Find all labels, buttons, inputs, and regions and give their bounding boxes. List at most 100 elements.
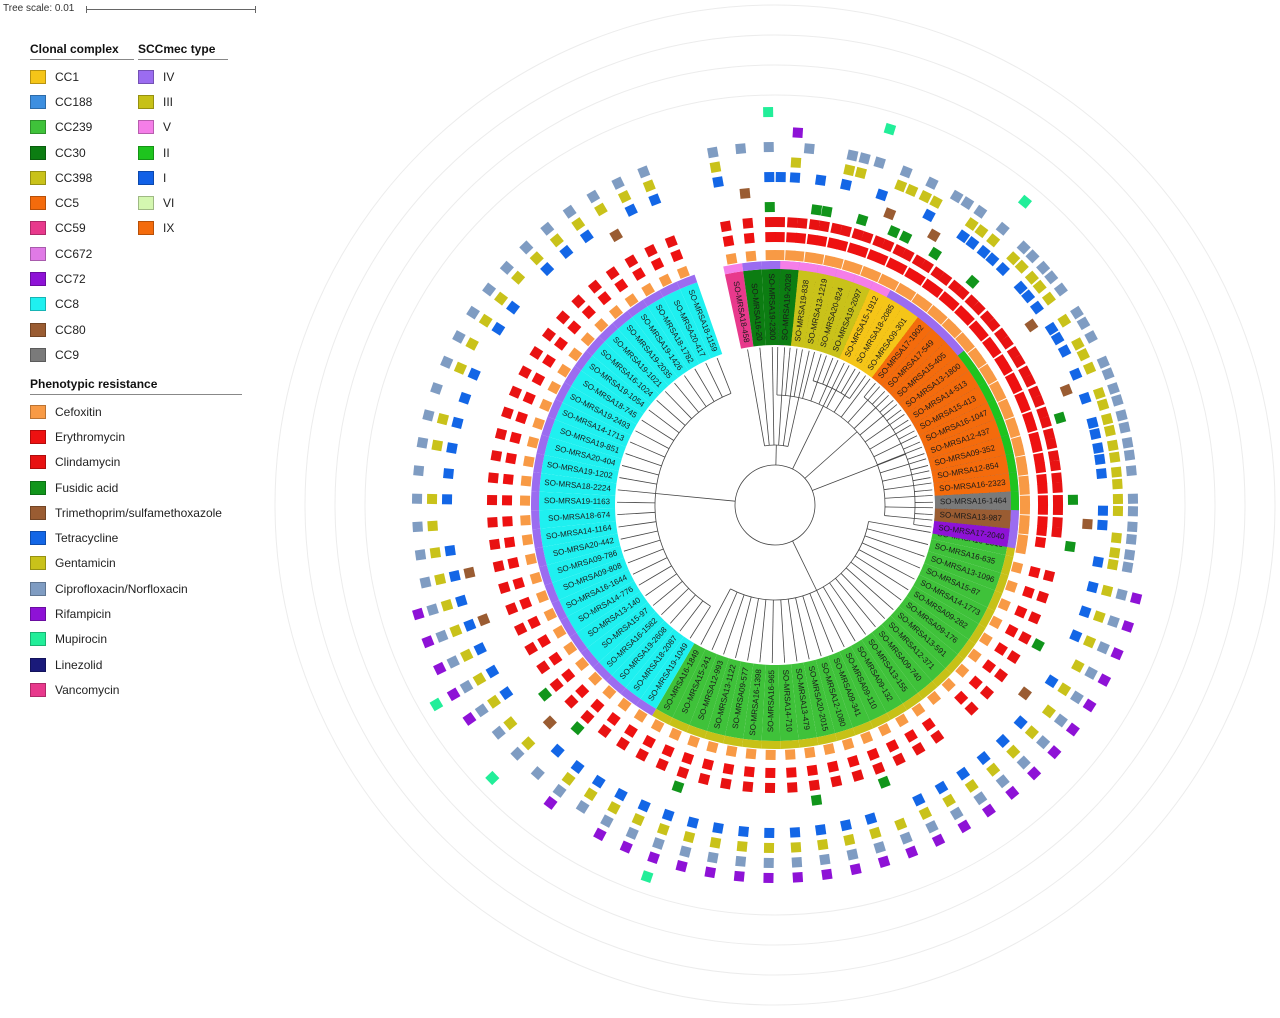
sccmec-band xyxy=(945,336,964,356)
clonal-complex-sector xyxy=(539,473,617,496)
resistance-marker xyxy=(1004,372,1019,386)
resistance-marker xyxy=(982,659,997,674)
resistance-marker xyxy=(679,845,692,858)
resistance-marker xyxy=(580,709,595,725)
resistance-marker xyxy=(487,694,501,709)
branch-tip xyxy=(878,391,886,398)
guide-ring xyxy=(304,34,1246,976)
resistance-marker xyxy=(804,251,816,264)
resistance-marker xyxy=(964,779,979,793)
legend-item: CC59 xyxy=(30,216,134,241)
resistance-marker xyxy=(1025,249,1040,264)
resistance-marker xyxy=(839,224,852,238)
branch-tip xyxy=(860,375,866,383)
sccmec-band xyxy=(902,299,923,318)
terminal-branch xyxy=(861,542,913,566)
resistance-marker xyxy=(477,613,491,627)
branch-tip xyxy=(684,375,690,383)
resistance-marker xyxy=(712,176,724,188)
branch-tip xyxy=(916,553,925,557)
terminal-branch xyxy=(684,600,704,626)
legend-label: Clindamycin xyxy=(55,455,121,470)
resistance-marker xyxy=(743,232,755,244)
clonal-complex-sector xyxy=(539,508,616,529)
legend-item: CC398 xyxy=(30,165,134,190)
sccmec-band xyxy=(635,698,657,716)
resistance-marker xyxy=(515,411,528,425)
resistance-marker xyxy=(1018,365,1032,379)
resistance-marker xyxy=(846,848,859,861)
resistance-marker xyxy=(1097,673,1112,687)
resistance-marker xyxy=(547,380,562,395)
sccmec-band xyxy=(659,281,680,298)
clonal-complex-sector xyxy=(689,654,729,731)
legend-label: Fusidic acid xyxy=(55,480,119,495)
clonal-complex-sector xyxy=(815,276,853,354)
clonal-complex-sector xyxy=(890,341,958,404)
resistance-marker xyxy=(411,493,423,504)
clonal-complex-sector xyxy=(827,282,871,359)
resistance-marker xyxy=(831,256,844,270)
resistance-marker xyxy=(866,249,880,263)
branch-tip xyxy=(823,355,827,364)
resistance-marker xyxy=(1015,542,1027,555)
terminal-branch xyxy=(866,528,921,543)
resistance-marker xyxy=(1086,416,1099,429)
resistance-marker xyxy=(1042,569,1056,582)
resistance-marker xyxy=(1004,624,1019,638)
legend-swatch xyxy=(30,657,46,672)
terminal-branch xyxy=(858,549,908,576)
resistance-marker xyxy=(683,830,696,844)
resistance-marker xyxy=(925,176,939,190)
resistance-marker xyxy=(994,668,1009,683)
legend-swatch xyxy=(30,682,46,697)
terminal-branch xyxy=(847,392,875,423)
clonal-complex-sector xyxy=(549,419,626,459)
resistance-marker xyxy=(421,635,435,649)
resistance-marker xyxy=(427,520,438,532)
resistance-marker xyxy=(918,190,933,204)
branch-tip xyxy=(759,654,762,663)
resistance-marker xyxy=(1121,437,1134,449)
resistance-marker xyxy=(492,560,505,573)
legend-swatch xyxy=(30,429,46,444)
resistance-marker xyxy=(540,261,555,277)
resistance-marker xyxy=(735,143,747,155)
resistance-marker xyxy=(670,249,684,263)
resistance-marker xyxy=(656,822,670,836)
resistance-marker xyxy=(899,165,913,179)
legend-item: Rifampicin xyxy=(30,601,242,626)
legend-item: Linezolid xyxy=(30,652,242,677)
sccmec-band xyxy=(742,261,762,272)
resistance-marker xyxy=(775,171,786,183)
legend-item: CC672 xyxy=(30,241,134,266)
resistance-marker xyxy=(1123,549,1136,561)
legend-swatch xyxy=(30,145,46,160)
resistance-marker xyxy=(707,851,719,864)
resistance-marker xyxy=(994,327,1009,342)
legend-label: Mupirocin xyxy=(55,632,108,647)
terminal-branch xyxy=(771,355,775,446)
branch-tip xyxy=(909,435,918,440)
resistance-marker xyxy=(600,814,614,828)
sccmec-band xyxy=(1009,510,1019,530)
resistance-marker xyxy=(518,365,532,379)
terminal-branch xyxy=(651,573,677,592)
resistance-marker xyxy=(904,267,918,281)
resistance-marker xyxy=(624,724,638,738)
legend-label: Tetracycline xyxy=(55,531,119,546)
legend-item: Gentamicin xyxy=(30,551,242,576)
terminal-branch xyxy=(809,593,831,645)
resistance-marker xyxy=(920,259,934,274)
terminal-branch xyxy=(845,567,888,605)
resistance-marker xyxy=(564,694,579,709)
terminal-branch xyxy=(748,598,759,653)
resistance-marker xyxy=(1017,686,1032,701)
resistance-marker xyxy=(580,332,595,347)
resistance-marker xyxy=(789,172,801,183)
resistance-marker xyxy=(925,820,939,834)
sccmec-band xyxy=(978,382,995,403)
resistance-marker xyxy=(808,779,821,791)
legend-label: Vancomycin xyxy=(55,682,120,697)
resistance-marker xyxy=(552,625,567,639)
